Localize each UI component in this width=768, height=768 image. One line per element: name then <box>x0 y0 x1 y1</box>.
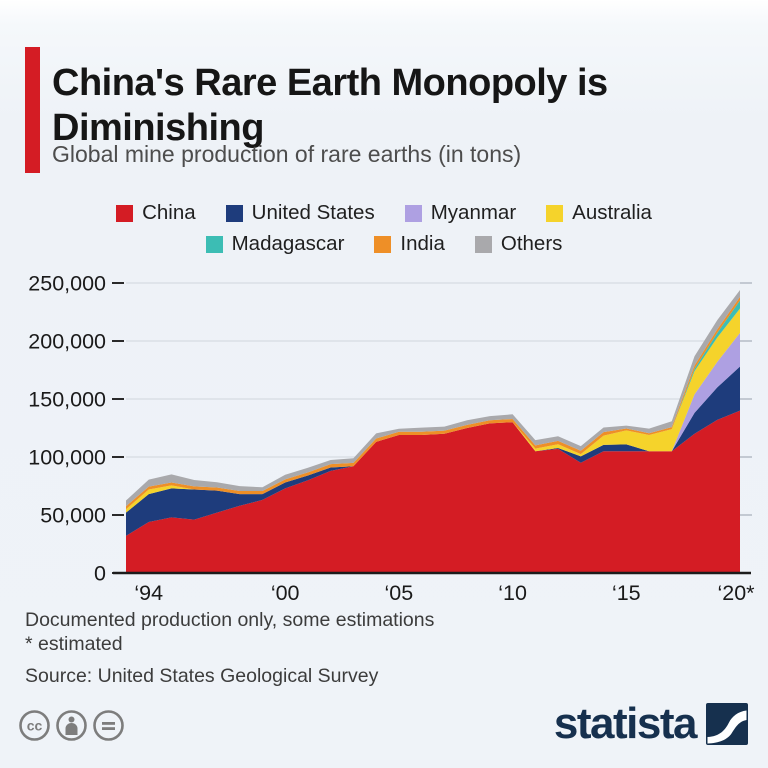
legend-swatch <box>404 204 422 222</box>
y-axis-label: 250,000 <box>28 272 106 296</box>
legend-swatch <box>374 235 392 253</box>
legend-label: India <box>400 232 445 255</box>
footnotes: Documented production only, some estimat… <box>25 608 434 689</box>
legend-label: China <box>142 201 196 224</box>
page-title: China's Rare Earth Monopoly is Diminishi… <box>52 62 608 149</box>
legend-item-united-states: United States <box>225 201 375 225</box>
statista-logo-icon <box>706 703 748 745</box>
chart-legend: China United States Myanmar Australia Madaga… <box>0 201 768 256</box>
legend-swatch <box>205 235 223 253</box>
statista-wordmark: statista <box>553 699 698 748</box>
area-series-china <box>126 410 740 573</box>
area-series-india <box>126 296 740 510</box>
y-axis-label: 200,000 <box>28 330 106 354</box>
area-series-others <box>126 289 740 507</box>
x-axis-label: ‘94 <box>134 581 163 605</box>
source-line: Source: United States Geological Survey <box>25 665 379 688</box>
x-axis-label: ‘15 <box>612 581 641 605</box>
y-axis-label: 0 <box>94 562 106 586</box>
legend-swatch <box>474 235 492 253</box>
legend-item-india: India <box>374 232 445 256</box>
legend-item-madagascar: Madagascar <box>205 232 345 256</box>
legend-item-others: Others <box>474 232 563 256</box>
legend-swatch <box>225 204 243 222</box>
y-axis-label: 50,000 <box>40 504 106 528</box>
legend-row: Madagascar India Others <box>205 232 563 256</box>
legend-label: Madagascar <box>231 232 345 255</box>
legend-label: Myanmar <box>430 201 517 224</box>
y-axis-label: 100,000 <box>28 446 106 470</box>
x-axis-label: ‘00 <box>271 581 300 605</box>
nd-icon <box>93 710 124 741</box>
y-axis-label: 150,000 <box>28 388 106 412</box>
legend-swatch <box>116 204 134 222</box>
legend-row: China United States Myanmar Australia <box>116 201 652 225</box>
legend-label: Australia <box>572 201 652 224</box>
chart-subtitle: Global mine production of rare earths (i… <box>52 141 522 167</box>
cc-icon: cc <box>19 710 50 741</box>
cc-license-badges: cc <box>18 709 125 742</box>
x-axis-label: ‘10 <box>498 581 527 605</box>
legend-label: Others <box>500 232 563 255</box>
legend-item-china: China <box>116 201 196 225</box>
stacked-area-chart: 250,000 200,000 150,000 100,000 50,000 0 ‘94 ‘0… <box>28 272 755 606</box>
by-icon <box>56 710 87 741</box>
x-axis-label: ‘05 <box>385 581 414 605</box>
footnote-line-1: Documented production only, some estimat… <box>25 609 435 631</box>
legend-item-myanmar: Myanmar <box>404 201 517 225</box>
x-axis-label: ‘20* <box>717 581 755 605</box>
statista-branding: statista <box>554 699 748 749</box>
svg-text:cc: cc <box>27 718 43 734</box>
title-accent-bar <box>25 47 40 173</box>
legend-swatch <box>546 204 564 222</box>
legend-label: United States <box>251 201 375 224</box>
footnote-line-2: * estimated <box>25 633 123 656</box>
legend-item-australia: Australia <box>546 201 652 225</box>
